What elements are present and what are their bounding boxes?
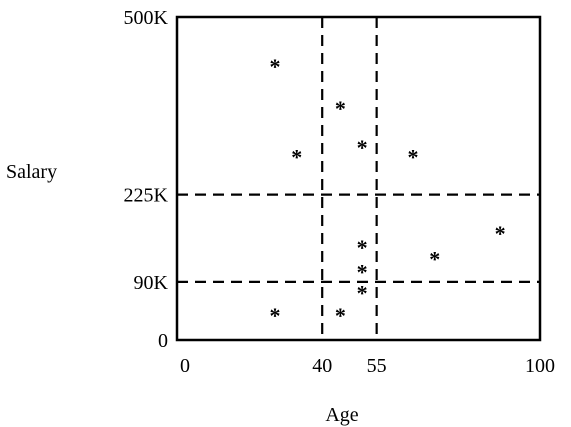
data-point: *: [357, 280, 368, 305]
data-point: *: [407, 145, 418, 170]
data-point: *: [495, 221, 506, 246]
y-axis-ticks: 0 90K 225K 500K: [124, 7, 169, 352]
plot-frame: [175, 15, 542, 342]
x-axis-title: Age: [325, 404, 358, 426]
y-tick-label: 500K: [124, 7, 169, 29]
x-axis-ticks: 0 40 55 100: [180, 355, 555, 377]
data-point: *: [357, 260, 368, 285]
data-point: *: [357, 135, 368, 160]
x-tick-label: 55: [367, 355, 387, 377]
x-tick-label: 100: [525, 355, 555, 377]
data-point: *: [270, 54, 281, 79]
y-tick-label: 0: [158, 330, 168, 352]
x-tick-label: 40: [312, 355, 332, 377]
data-point: *: [291, 145, 302, 170]
data-points: *** * *** **** *: [270, 54, 506, 328]
y-tick-label: 225K: [124, 185, 169, 207]
reference-lines: [177, 17, 540, 340]
y-tick-label: 90K: [134, 272, 169, 294]
data-point: *: [335, 303, 346, 328]
data-point: *: [335, 96, 346, 121]
x-tick-label: 0: [180, 355, 190, 377]
data-point: *: [357, 235, 368, 260]
y-axis-title: Salary: [6, 161, 57, 183]
data-point: *: [270, 303, 281, 328]
data-point: *: [429, 247, 440, 272]
